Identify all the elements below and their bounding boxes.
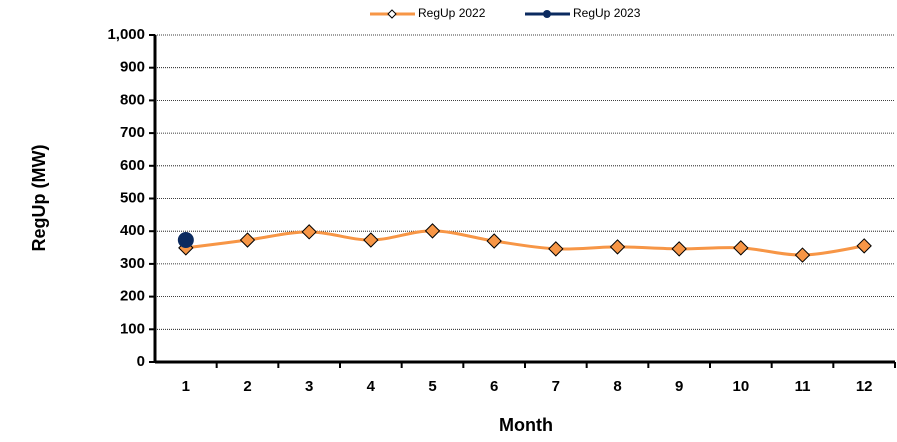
legend-label: RegUp 2023 (573, 6, 641, 20)
marker (177, 232, 194, 249)
series-line (185, 229, 865, 257)
marker (794, 247, 811, 263)
x-tick-label: 12 (856, 378, 873, 395)
y-tick-label: 600 (120, 157, 145, 174)
x-tick-label: 5 (428, 378, 436, 395)
y-tick-label: 300 (120, 255, 145, 272)
marker (486, 233, 502, 249)
y-tick-label: 400 (120, 222, 145, 239)
y-tick-label: 200 (120, 288, 145, 305)
marker (239, 232, 256, 248)
x-tick-label: 6 (490, 378, 498, 395)
x-tick-label: 7 (552, 378, 560, 395)
y-tick-label: 1,000 (107, 26, 145, 43)
y-axis-label: RegUp (MW) (29, 145, 49, 252)
marker (548, 241, 564, 257)
x-tick-label: 11 (795, 378, 811, 395)
y-tick-label: 900 (120, 59, 145, 76)
marker (733, 240, 749, 256)
marker (424, 223, 441, 239)
marker (609, 239, 626, 255)
legend-marker (543, 10, 551, 18)
legend-marker (387, 9, 397, 19)
y-tick-label: 700 (120, 124, 145, 141)
x-tick-label: 10 (732, 378, 749, 395)
marker (856, 238, 872, 254)
x-tick-label: 8 (613, 378, 621, 395)
x-tick-label: 4 (367, 378, 376, 395)
legend: RegUp 2022 RegUp 2023 (370, 6, 641, 20)
marker (301, 224, 317, 240)
x-tick-label: 2 (243, 378, 251, 395)
x-tick-label: 9 (675, 378, 683, 395)
x-tick-label: 3 (305, 378, 313, 395)
y-tick-label: 800 (120, 91, 145, 108)
marker (363, 232, 379, 248)
y-tick-label: 100 (120, 320, 145, 337)
x-axis-label: Month (499, 415, 553, 435)
y-tick-label: 500 (120, 189, 145, 206)
y-tick-label: 0 (137, 353, 145, 370)
marker (671, 241, 687, 257)
legend-label: RegUp 2022 (418, 6, 486, 20)
x-tick-label: 1 (182, 378, 190, 395)
